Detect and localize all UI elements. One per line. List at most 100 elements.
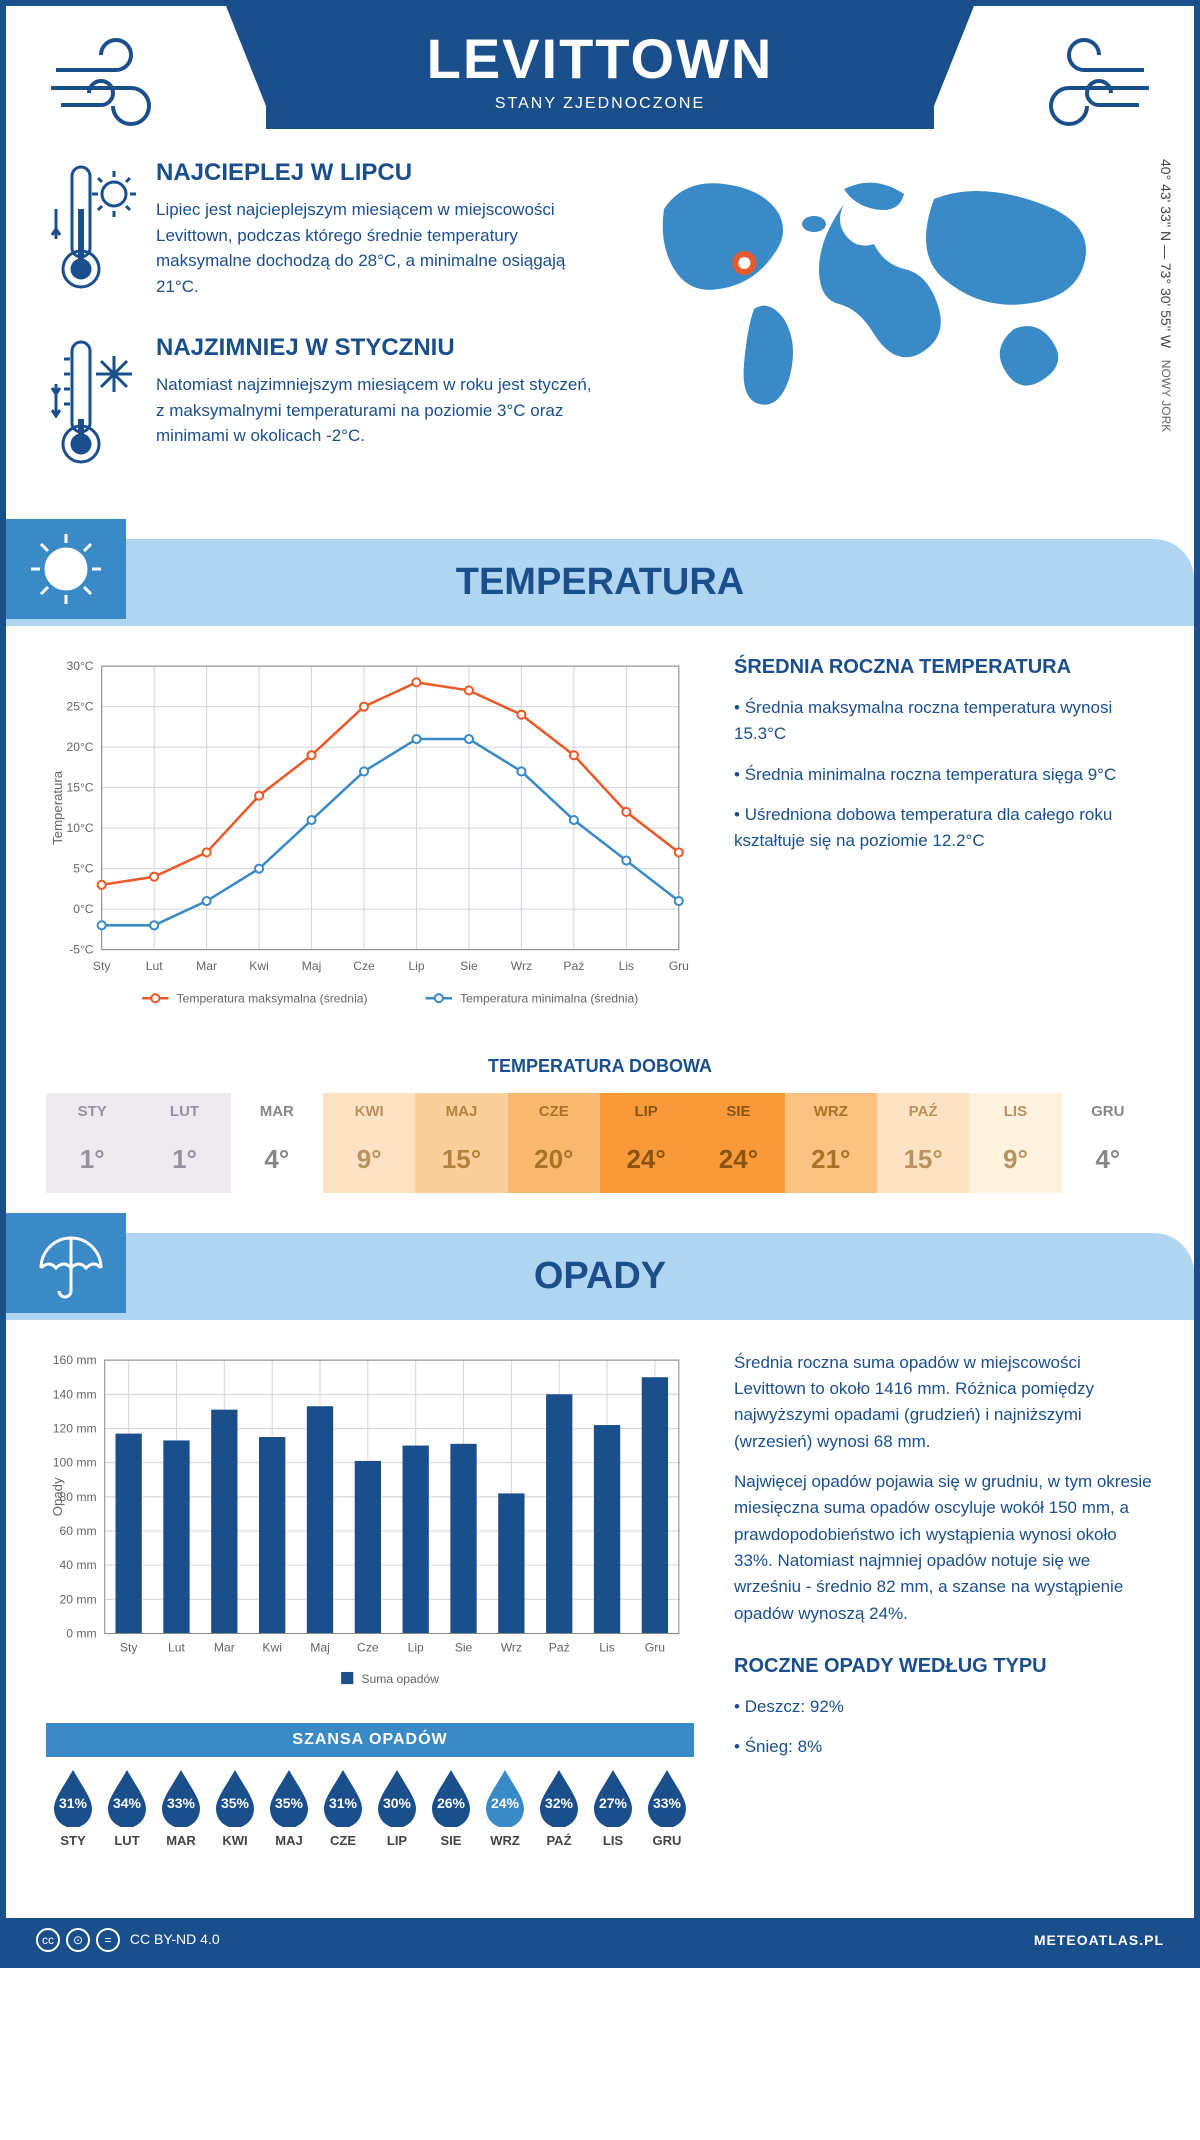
rain-chance-drop: 33% GRU (640, 1767, 694, 1848)
rain-chance-drop: 24% WRZ (478, 1767, 532, 1848)
svg-text:-5°C: -5°C (69, 943, 94, 957)
coordinates: 40° 43' 33'' N — 73° 30' 55'' W NOWY JOR… (1158, 159, 1174, 432)
svg-text:Lis: Lis (619, 959, 635, 973)
rain-chance-drop: 35% MAJ (262, 1767, 316, 1848)
svg-text:20 mm: 20 mm (60, 1592, 97, 1606)
temperature-section-banner: TEMPERATURA (6, 539, 1194, 626)
svg-text:Kwi: Kwi (249, 959, 269, 973)
header-banner: LEVITTOWN STANY ZJEDNOCZONE (266, 6, 934, 129)
svg-text:Sie: Sie (455, 1640, 473, 1654)
thermometer-hot-icon (46, 159, 136, 304)
svg-text:140 mm: 140 mm (53, 1387, 97, 1401)
svg-text:Cze: Cze (357, 1640, 379, 1654)
avg-temp-item: Średnia minimalna roczna temperatura się… (734, 762, 1154, 788)
svg-text:10°C: 10°C (66, 821, 93, 835)
daily-temp-cell: GRU 4° (1062, 1093, 1154, 1193)
daily-temp-cell: MAJ 15° (415, 1093, 507, 1193)
precip-text-2: Najwięcej opadów pojawia się w grudniu, … (734, 1469, 1154, 1627)
section-title: TEMPERATURA (6, 561, 1194, 604)
precip-type-title: ROCZNE OPADY WEDŁUG TYPU (734, 1655, 1154, 1678)
avg-temp-item: Średnia maksymalna roczna temperatura wy… (734, 695, 1154, 748)
daily-temp-cell: PAŹ 15° (877, 1093, 969, 1193)
svg-text:Gru: Gru (669, 959, 689, 973)
hot-text: Lipiec jest najcieplejszym miesiącem w m… (156, 197, 604, 299)
cold-text: Natomiast najzimniejszym miesiącem w rok… (156, 372, 604, 449)
section-title: OPADY (6, 1255, 1194, 1298)
precip-text-1: Średnia roczna suma opadów w miejscowośc… (734, 1350, 1154, 1455)
precipitation-bar-chart: 0 mm20 mm40 mm60 mm80 mm100 mm120 mm140 … (46, 1350, 694, 1694)
rain-chance-drop: 34% LUT (100, 1767, 154, 1848)
svg-text:Maj: Maj (302, 959, 322, 973)
license-text: CC BY-ND 4.0 (130, 1931, 220, 1947)
wind-icon (46, 30, 196, 130)
svg-text:Wrz: Wrz (501, 1640, 522, 1654)
world-map (634, 159, 1114, 419)
svg-text:Cze: Cze (353, 959, 375, 973)
country-name: STANY ZJEDNOCZONE (266, 95, 934, 113)
sun-large-icon (6, 519, 126, 619)
daily-temp-cell: MAR 4° (231, 1093, 323, 1193)
temperature-line-chart: -5°C0°C5°C10°C15°C20°C25°C30°CStyLutMarK… (46, 656, 694, 1021)
rain-chance-drop: 27% LIS (586, 1767, 640, 1848)
daily-temp-title: TEMPERATURA DOBOWA (46, 1056, 1154, 1077)
site-name: METEOATLAS.PL (1034, 1932, 1164, 1948)
coldest-info: NAJZIMNIEJ W STYCZNIU Natomiast najzimni… (46, 334, 604, 479)
svg-text:Lip: Lip (408, 959, 424, 973)
svg-text:Mar: Mar (214, 1640, 235, 1654)
daily-temp-cell: CZE 20° (508, 1093, 600, 1193)
rain-chance-panel: SZANSA OPADÓW 31% STY 34% LUT 33% MAR 35… (46, 1723, 694, 1858)
svg-text:Wrz: Wrz (511, 959, 532, 973)
wind-icon (1004, 30, 1154, 130)
daily-temp-cell: STY 1° (46, 1093, 138, 1193)
daily-temp-cell: LIS 9° (969, 1093, 1061, 1193)
svg-text:120 mm: 120 mm (53, 1421, 97, 1435)
svg-text:Lis: Lis (599, 1640, 615, 1654)
cc-icons: cc⊙= (36, 1931, 130, 1947)
svg-text:60 mm: 60 mm (60, 1524, 97, 1538)
svg-text:Sty: Sty (120, 1640, 138, 1654)
map-marker (735, 254, 753, 272)
svg-text:Lut: Lut (168, 1640, 186, 1654)
precip-type-list: Deszcz: 92% Śnieg: 8% (734, 1694, 1154, 1761)
daily-temp-cell: LIP 24° (600, 1093, 692, 1193)
svg-text:Lip: Lip (408, 1640, 424, 1654)
avg-temp-title: ŚREDNIA ROCZNA TEMPERATURA (734, 656, 1154, 679)
daily-temp-cell: KWI 9° (323, 1093, 415, 1193)
daily-temp-cell: LUT 1° (138, 1093, 230, 1193)
city-name: LEVITTOWN (266, 26, 934, 91)
daily-temp-cell: WRZ 21° (785, 1093, 877, 1193)
rain-chance-drop: 32% PAŹ (532, 1767, 586, 1848)
rain-chance-drops: 31% STY 34% LUT 33% MAR 35% KWI 35% MAJ … (46, 1757, 694, 1858)
svg-text:Suma opadów: Suma opadów (361, 1672, 439, 1686)
svg-text:Sty: Sty (93, 959, 111, 973)
svg-text:Temperatura minimalna (średnia: Temperatura minimalna (średnia) (460, 991, 638, 1005)
hot-title: NAJCIEPLEJ W LIPCU (156, 159, 604, 187)
svg-text:0 mm: 0 mm (66, 1626, 96, 1640)
cold-title: NAJZIMNIEJ W STYCZNIU (156, 334, 604, 362)
daily-temp-cell: SIE 24° (692, 1093, 784, 1193)
svg-text:Paź: Paź (563, 959, 584, 973)
svg-text:5°C: 5°C (73, 862, 94, 876)
precip-type-item: Śnieg: 8% (734, 1734, 1154, 1760)
avg-temp-list: Średnia maksymalna roczna temperatura wy… (734, 695, 1154, 855)
daily-temp-table: STY 1°LUT 1°MAR 4°KWI 9°MAJ 15°CZE 20°LI… (46, 1093, 1154, 1193)
svg-text:20°C: 20°C (66, 740, 93, 754)
umbrella-icon (6, 1213, 126, 1313)
svg-text:40 mm: 40 mm (60, 1558, 97, 1572)
rain-chance-drop: 33% MAR (154, 1767, 208, 1848)
precip-type-item: Deszcz: 92% (734, 1694, 1154, 1720)
rain-chance-drop: 31% STY (46, 1767, 100, 1848)
svg-text:0°C: 0°C (73, 902, 94, 916)
avg-temp-item: Uśredniona dobowa temperatura dla całego… (734, 802, 1154, 855)
svg-text:Temperatura: Temperatura (50, 770, 65, 845)
svg-text:Maj: Maj (310, 1640, 330, 1654)
svg-text:Kwi: Kwi (262, 1640, 282, 1654)
rain-chance-title: SZANSA OPADÓW (46, 1723, 694, 1757)
svg-text:Opady: Opady (50, 1477, 65, 1516)
rain-chance-drop: 26% SIE (424, 1767, 478, 1848)
thermometer-cold-icon (46, 334, 136, 479)
rain-chance-drop: 30% LIP (370, 1767, 424, 1848)
svg-text:Mar: Mar (196, 959, 217, 973)
svg-text:Paź: Paź (549, 1640, 570, 1654)
hottest-info: NAJCIEPLEJ W LIPCU Lipiec jest najcieple… (46, 159, 604, 304)
